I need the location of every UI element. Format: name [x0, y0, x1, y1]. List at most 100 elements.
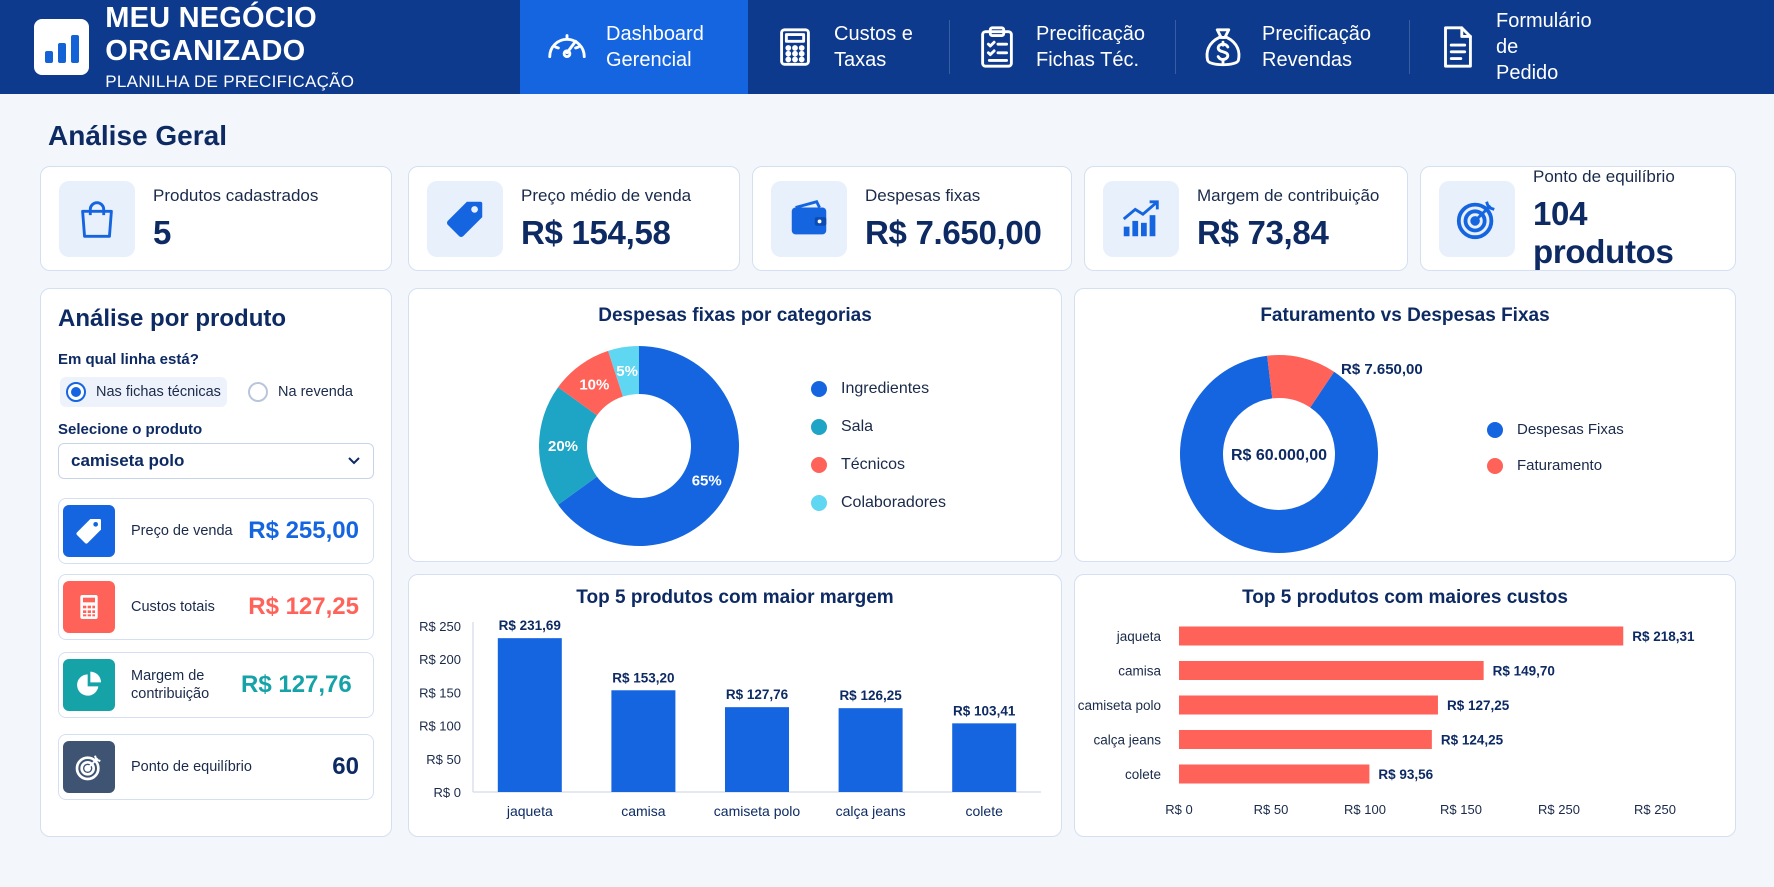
- hbar-jaqueta[interactable]: [1179, 626, 1624, 646]
- donut-slice-Faturamento[interactable]: [1267, 355, 1335, 408]
- stat-value: R$ 127,25: [248, 593, 359, 620]
- kpi-label: Produtos cadastrados: [153, 185, 319, 205]
- x-tick-label: jaqueta: [506, 803, 553, 819]
- legend-item: Técnicos: [811, 456, 905, 474]
- target-icon: [75, 755, 101, 781]
- y-tick-label: R$ 50: [426, 752, 461, 767]
- bar-camisa[interactable]: [611, 690, 676, 792]
- slice-label: 5%: [616, 363, 638, 380]
- bar-chart-logo-icon: [34, 19, 90, 75]
- legend-swatch: [811, 419, 827, 435]
- donut-slice-Despesas Fixas[interactable]: [1180, 355, 1378, 553]
- hbar-camiseta polo[interactable]: [1179, 695, 1438, 715]
- calculator-icon: [80, 595, 98, 619]
- main-tabs: Dashboard Gerencial Custos e Taxas Precifi…: [520, 0, 1774, 94]
- tab-label-line2: Revendas: [1262, 49, 1353, 71]
- brand-title: MEU NEGÓCIO ORGANIZADO: [105, 2, 317, 67]
- radio-label: Na revenda: [278, 384, 353, 400]
- stat-custos-totais: Custos totais R$ 127,25: [58, 574, 374, 640]
- x-tick-label: R$ 250: [1538, 802, 1580, 817]
- tab-formulario-pedido[interactable]: Formulário de Pedido: [1410, 0, 1630, 94]
- hbar-calça jeans[interactable]: [1179, 730, 1432, 749]
- tab-precificacao-fichas[interactable]: Precificação Fichas Téc.: [950, 0, 1176, 94]
- kpi-label: Ponto de equilíbrio: [1533, 166, 1675, 186]
- y-tick-label: R$ 200: [419, 652, 461, 667]
- clipboard-icon: [981, 26, 1013, 68]
- kpi-value: 104 produtos: [1533, 194, 1674, 270]
- price-tag-icon: [76, 519, 101, 544]
- slice-label: 10%: [579, 377, 609, 394]
- stat-preco-venda: Preço de venda R$ 255,00: [58, 498, 374, 564]
- product-select[interactable]: camiseta polo: [58, 443, 374, 479]
- bar-colete[interactable]: [952, 723, 1017, 792]
- x-tick-label: R$ 250: [1634, 802, 1676, 817]
- x-tick-label: R$ 150: [1440, 802, 1482, 817]
- legend-swatch: [811, 381, 827, 397]
- donut-slice-Ingredientes[interactable]: [558, 346, 739, 546]
- bar-value-label: R$ 126,25: [839, 688, 902, 703]
- y-tick-label: camiseta polo: [1078, 698, 1161, 713]
- tab-label-line1: Formulário de: [1496, 10, 1592, 58]
- slice-label: 20%: [548, 438, 578, 455]
- legend-item: Sala: [811, 418, 873, 436]
- kpi-label: Margem de contribuição: [1197, 185, 1380, 205]
- x-tick-label: R$ 100: [1344, 802, 1386, 817]
- legend-swatch: [1487, 457, 1503, 474]
- kpi-label: Despesas fixas: [865, 185, 981, 205]
- kpi-value: R$ 154,58: [521, 213, 671, 251]
- x-tick-label: R$ 50: [1254, 802, 1289, 817]
- x-tick-label: colete: [966, 803, 1004, 819]
- stat-value: R$ 255,00: [248, 517, 359, 544]
- bar-camiseta polo[interactable]: [725, 707, 789, 792]
- kpi-value: R$ 7.650,00: [865, 213, 1042, 251]
- bar-value-label: R$ 124,25: [1441, 733, 1504, 748]
- kpi-card-despesas-fixas: Despesas fixas R$ 7.650,00: [752, 166, 1072, 271]
- bar-value-label: R$ 149,70: [1493, 664, 1555, 679]
- money-bag-icon: [1205, 28, 1241, 67]
- price-tag-icon: [447, 201, 483, 237]
- chart-card-maiores-custos: Top 5 produtos com maiores custos jaquet…: [1074, 574, 1736, 837]
- hbar-camisa[interactable]: [1179, 661, 1484, 680]
- chart-title: Despesas fixas por categorias: [598, 305, 872, 326]
- donut-slice-Técnicos[interactable]: [558, 350, 623, 416]
- donut-chart-despesas: 65% 20% 10% 5%: [539, 346, 739, 546]
- tab-custos-e-taxas[interactable]: Custos e Taxas: [748, 0, 950, 94]
- bar-chart-maior-margem: R$ 0 R$ 50 R$ 100 R$ 150 R$ 200 R$ 250 R$ 231,…: [419, 618, 1041, 819]
- chart-card-faturamento-despesas: Faturamento vs Despesas Fixas R$ 60.000,…: [1074, 288, 1736, 562]
- bar-value-label: R$ 153,20: [612, 670, 674, 685]
- radio-fichas-tecnicas[interactable]: Nas fichas técnicas: [60, 377, 227, 407]
- y-tick-label: colete: [1125, 767, 1161, 782]
- chart-title: Faturamento vs Despesas Fixas: [1260, 305, 1550, 326]
- kpi-card-ponto-equilibrio: Ponto de equilíbrio 104 produtos: [1420, 166, 1736, 271]
- slice-label: 65%: [692, 473, 722, 490]
- legend-label: Ingredientes: [841, 380, 930, 397]
- radio-label: Nas fichas técnicas: [96, 384, 221, 400]
- legend-item: Ingredientes: [811, 380, 929, 398]
- chevron-down-icon: [348, 457, 360, 465]
- stat-value: 60: [332, 753, 359, 780]
- tab-precificacao-revendas[interactable]: Precificação Revendas: [1176, 0, 1410, 94]
- legend-item: Colaboradores: [811, 494, 946, 512]
- hbar-colete[interactable]: [1179, 764, 1370, 784]
- stat-ponto-equilibrio: Ponto de equilíbrio 60: [58, 734, 374, 800]
- y-tick-label: calça jeans: [1093, 733, 1161, 748]
- legend-swatch: [1487, 421, 1503, 438]
- slice-label: R$ 7.650,00: [1341, 361, 1423, 378]
- radio-revenda[interactable]: Na revenda: [248, 382, 353, 402]
- legend-swatch: [811, 495, 827, 511]
- bar-jaqueta[interactable]: [497, 638, 562, 792]
- legend-item: Faturamento: [1487, 457, 1602, 474]
- stat-value: R$ 127,76: [241, 671, 352, 698]
- tab-label-line1: Dashboard: [606, 23, 704, 45]
- shopping-bag-icon: [81, 200, 113, 238]
- x-tick-label: camisa: [621, 803, 666, 819]
- tab-dashboard-gerencial[interactable]: Dashboard Gerencial: [520, 0, 748, 94]
- y-tick-label: camisa: [1118, 664, 1161, 679]
- bar-calça jeans[interactable]: [838, 708, 903, 792]
- donut-slice-Sala[interactable]: [539, 387, 597, 505]
- donut-slice-Colaboradores[interactable]: [608, 346, 639, 397]
- x-tick-label: calça jeans: [836, 803, 906, 819]
- stat-label: Preço de venda: [131, 523, 233, 539]
- tab-label-line1: Custos e: [834, 23, 913, 45]
- legend-label: Despesas Fixas: [1517, 421, 1624, 438]
